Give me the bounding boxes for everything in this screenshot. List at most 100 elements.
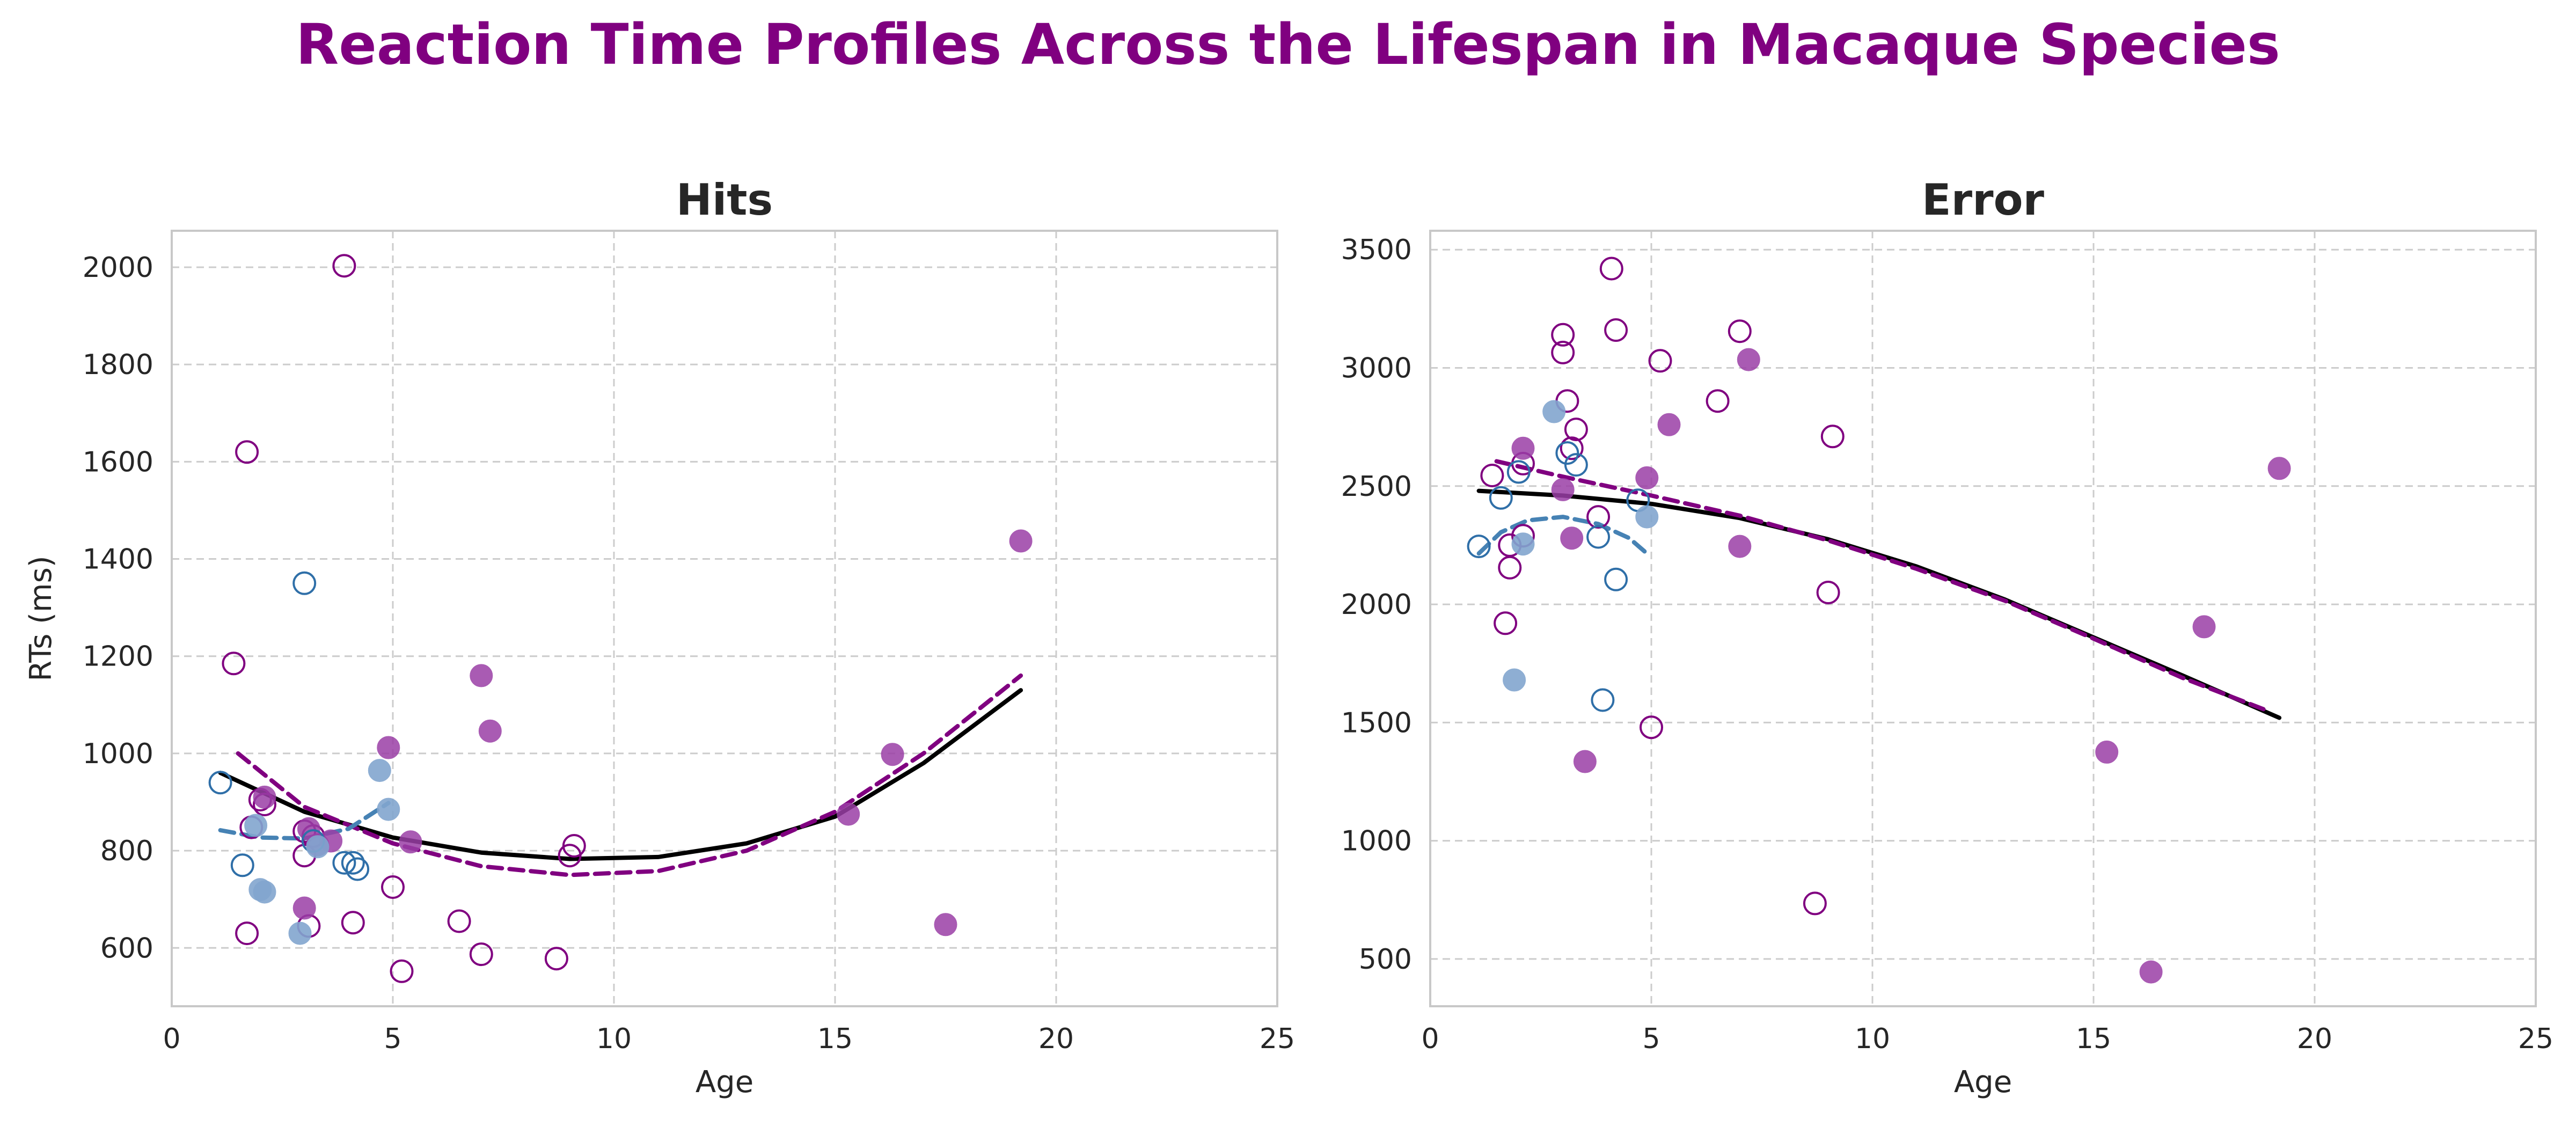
data-point-open-blue (1489, 486, 1513, 510)
y-tick-label: 500 (1359, 943, 1412, 976)
data-point-open-purple (562, 834, 586, 858)
data-point-open-purple (1640, 715, 1663, 740)
data-point-open-blue (346, 857, 370, 881)
y-tick-label: 1600 (83, 446, 153, 478)
y-tick-label: 3000 (1341, 353, 1412, 385)
x-tick-label: 5 (384, 1023, 401, 1055)
data-point-open-blue (1564, 453, 1588, 477)
y-tick-label: 600 (100, 932, 153, 964)
data-point-open-purple (447, 909, 471, 933)
data-point-open-blue (1467, 535, 1491, 559)
data-point-open-purple (1604, 318, 1628, 342)
x-tick-label: 0 (1421, 1023, 1439, 1055)
y-tick-label: 1800 (83, 349, 153, 381)
data-point-filled-purple (2139, 960, 2163, 984)
y-tick-label: 1000 (83, 738, 153, 770)
data-point-filled-blue (253, 880, 276, 904)
y-tick-label: 1000 (1341, 825, 1412, 858)
data-point-filled-blue (288, 921, 312, 945)
x-tick-label: 20 (1038, 1023, 1074, 1055)
data-point-filled-blue (377, 797, 400, 821)
y-tick-label: 2000 (83, 252, 153, 284)
data-point-open-blue (1591, 688, 1615, 712)
data-point-filled-purple (253, 785, 276, 809)
data-point-open-purple (381, 875, 405, 899)
data-point-open-purple (1648, 349, 1672, 373)
data-point-open-purple (332, 254, 356, 278)
x-tick-label: 10 (1855, 1023, 1890, 1055)
plot-frame (1429, 230, 2537, 1007)
data-point-open-purple (1728, 319, 1752, 343)
data-point-filled-purple (934, 913, 957, 936)
y-tick-label: 3500 (1341, 234, 1412, 266)
data-point-open-purple (235, 921, 259, 946)
data-point-filled-purple (881, 743, 904, 766)
data-point-filled-blue (1542, 400, 1566, 423)
data-point-filled-blue (244, 814, 268, 837)
panel-title: Error (1922, 175, 2045, 225)
data-point-open-purple (1498, 555, 1522, 580)
data-point-open-purple (235, 440, 259, 464)
data-point-open-purple (1480, 464, 1504, 487)
fit-line-dashed-purple (236, 673, 1023, 877)
data-point-open-purple (341, 911, 365, 935)
x-tick-label: 25 (1260, 1023, 1295, 1055)
data-point-filled-purple (2267, 457, 2291, 480)
data-point-open-blue (1506, 460, 1531, 484)
data-point-open-purple (390, 959, 414, 983)
data-point-open-purple (1551, 323, 1575, 347)
y-tick-label: 2000 (1341, 589, 1412, 621)
data-point-filled-purple (399, 830, 422, 854)
data-point-filled-purple (1009, 529, 1033, 553)
data-point-open-purple (1816, 581, 1840, 604)
data-point-filled-purple (1635, 466, 1659, 489)
x-axis-label: Age (696, 1065, 753, 1100)
data-point-open-purple (1494, 611, 1518, 635)
x-axis-label: Age (1954, 1065, 2012, 1100)
plot-frame (171, 230, 1278, 1007)
fit-line-dashed-purple (1494, 459, 2273, 714)
fit-line-dashed-blue (1476, 515, 1649, 556)
x-tick-label: 10 (596, 1023, 632, 1055)
data-point-open-purple (1820, 425, 1845, 449)
data-point-open-purple (222, 652, 246, 676)
y-tick-label: 1400 (83, 544, 153, 576)
data-point-filled-purple (837, 802, 860, 826)
x-tick-label: 20 (2297, 1023, 2332, 1055)
x-tick-label: 5 (1642, 1023, 1660, 1055)
data-point-open-purple (1586, 505, 1611, 529)
data-point-open-purple (469, 942, 493, 967)
data-point-open-blue (208, 771, 232, 795)
data-point-open-blue (1586, 525, 1611, 549)
error-panel: 0 5 10 15 20 25 500 1000 1500 2000 2500 3000 3500 Age… (1341, 175, 2553, 1100)
data-point-filled-purple (1728, 535, 1752, 558)
figure-title: Reaction Time Profiles Across the Lifesp… (296, 12, 2280, 77)
data-point-open-blue (292, 571, 317, 595)
y-tick-label: 2500 (1341, 471, 1412, 503)
data-point-filled-purple (1737, 348, 1760, 371)
data-point-open-purple (1599, 257, 1623, 281)
data-point-filled-purple (1560, 526, 1584, 550)
data-point-open-blue (230, 853, 254, 877)
data-point-filled-purple (478, 719, 502, 743)
x-tick-label: 25 (2518, 1023, 2553, 1055)
data-point-filled-purple (1573, 750, 1597, 773)
data-point-open-purple (1803, 891, 1827, 916)
hits-panel: 0 5 10 15 20 25 600 800 1000 1200 1400 1600 1800 2000… (24, 175, 1295, 1100)
data-point-filled-purple (2095, 740, 2119, 764)
y-tick-label: 1500 (1341, 707, 1412, 739)
y-tick-label: 1200 (83, 641, 153, 673)
data-point-filled-purple (1657, 413, 1681, 436)
data-point-filled-blue (1503, 668, 1526, 692)
data-point-filled-purple (470, 664, 493, 687)
data-point-filled-purple (377, 736, 400, 759)
data-point-open-purple (1560, 436, 1584, 460)
y-axis-label: RTs (ms) (24, 555, 58, 681)
data-point-open-purple (544, 947, 568, 971)
x-tick-label: 0 (163, 1023, 180, 1055)
data-point-open-blue (1604, 567, 1628, 591)
data-point-open-purple (1564, 418, 1588, 442)
data-point-open-blue (332, 851, 356, 875)
data-point-filled-purple (292, 896, 316, 920)
